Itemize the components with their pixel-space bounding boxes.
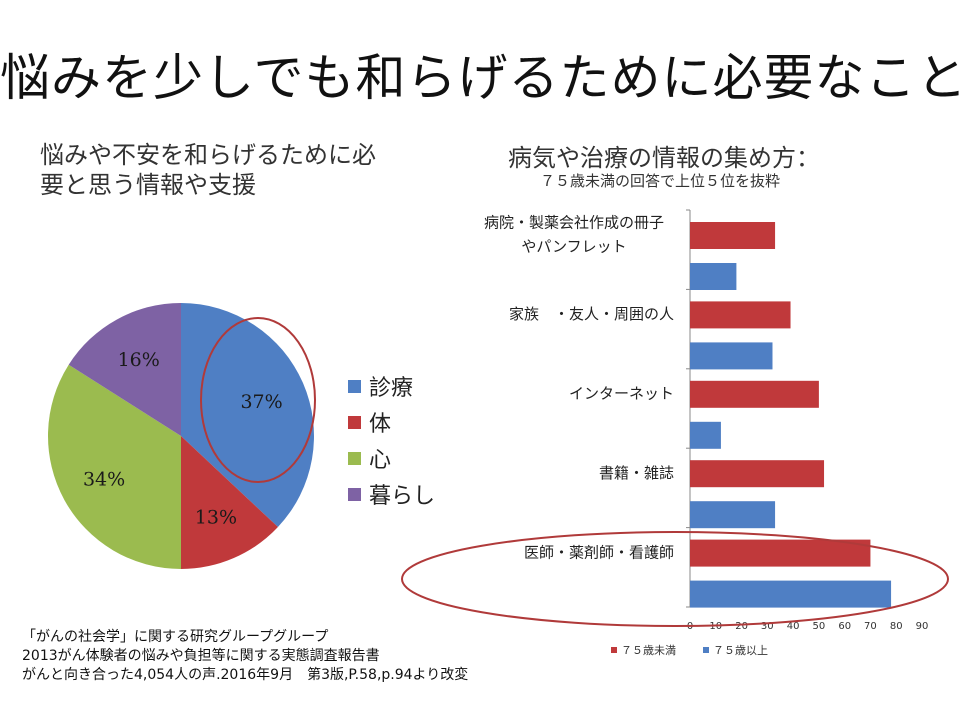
pie-legend: 診療 体 心 暮らし (348, 368, 435, 512)
category-label: 医師・薬剤師・看護師 (524, 543, 674, 561)
source-citation: 「がんの社会学」に関する研究グループグループ 2013がん体験者の悩みや負担等に… (22, 628, 542, 685)
pie-slice (181, 436, 278, 569)
pie-heading-line: 悩みや不安を和らげるために必 (40, 141, 376, 169)
bar-chart-subheading: ７５歳未満の回答で上位５位を抜粋 (540, 172, 781, 190)
pie-slice-label: 13% (195, 507, 237, 529)
pie-slice-label: 16% (118, 349, 160, 371)
x-tick-label: 40 (787, 621, 800, 632)
legend-swatch (348, 451, 361, 465)
pie-slice (47, 364, 182, 569)
highlight-ellipse (401, 531, 949, 627)
slide-title: 悩みを少しでも和らげるために必要なこと (0, 49, 960, 107)
x-tick-label: 20 (735, 621, 748, 632)
bar-chart-heading: 病気や治療の情報の集め方： (508, 144, 820, 172)
bar (690, 501, 776, 529)
bar (690, 380, 819, 408)
legend-label: 体 (369, 412, 392, 437)
pie-slice-label: 37% (240, 391, 282, 413)
bar (690, 301, 791, 329)
category-label: 病院・製薬会社作成の冊子 (484, 214, 664, 232)
pie-legend-item: 心 (348, 440, 435, 476)
bar (690, 539, 871, 567)
bar-legend-swatch (703, 647, 709, 653)
bar (690, 342, 773, 370)
x-tick-label: 50 (813, 621, 826, 632)
bar-legend-swatch (611, 647, 617, 653)
source-line: 2013がん体験者の悩みや負担等に関する実態調査報告書 (22, 648, 380, 664)
bar-legend-label: ７５歳未満 (621, 644, 676, 657)
x-tick-label: 90 (916, 621, 929, 632)
legend-swatch (348, 415, 361, 429)
bar (690, 421, 721, 449)
pie-heading-line: 要と思う情報や支援 (40, 171, 256, 199)
pie-slice (181, 303, 314, 528)
pie-legend-item: 診療 (348, 368, 435, 404)
legend-swatch (348, 379, 361, 393)
legend-label: 心 (369, 448, 392, 473)
pie-slice (68, 303, 181, 436)
bar-legend-label: ７５歳以上 (713, 644, 768, 657)
source-line: 「がんの社会学」に関する研究グループグループ (22, 629, 329, 645)
category-label: やパンフレット (521, 238, 626, 256)
bar (690, 460, 825, 488)
source-line: がんと向き合った4,054人の声.2016年9月 第3版,P.58,p.94より… (22, 667, 469, 683)
x-tick-label: 80 (890, 621, 903, 632)
category-label: 書籍・雑誌 (599, 464, 674, 482)
pie-slice-label: 34% (83, 468, 125, 490)
highlight-ellipse (200, 317, 316, 483)
legend-swatch (348, 487, 361, 501)
pie-legend-item: 体 (348, 404, 435, 440)
bar (690, 263, 737, 290)
category-label: インターネット (569, 385, 674, 403)
legend-label: 暮らし (369, 484, 436, 509)
bar (690, 580, 892, 608)
pie-legend-item: 暮らし (348, 476, 435, 512)
pie-chart-heading: 悩みや不安を和らげるために必 要と思う情報や支援 (40, 140, 440, 200)
bar (690, 222, 776, 249)
x-tick-label: 70 (864, 621, 877, 632)
category-label: 家族 ・友人・周囲の人 (509, 305, 674, 323)
x-tick-label: 60 (838, 621, 851, 632)
x-tick-label: 30 (761, 621, 774, 632)
legend-label: 診療 (369, 376, 414, 401)
